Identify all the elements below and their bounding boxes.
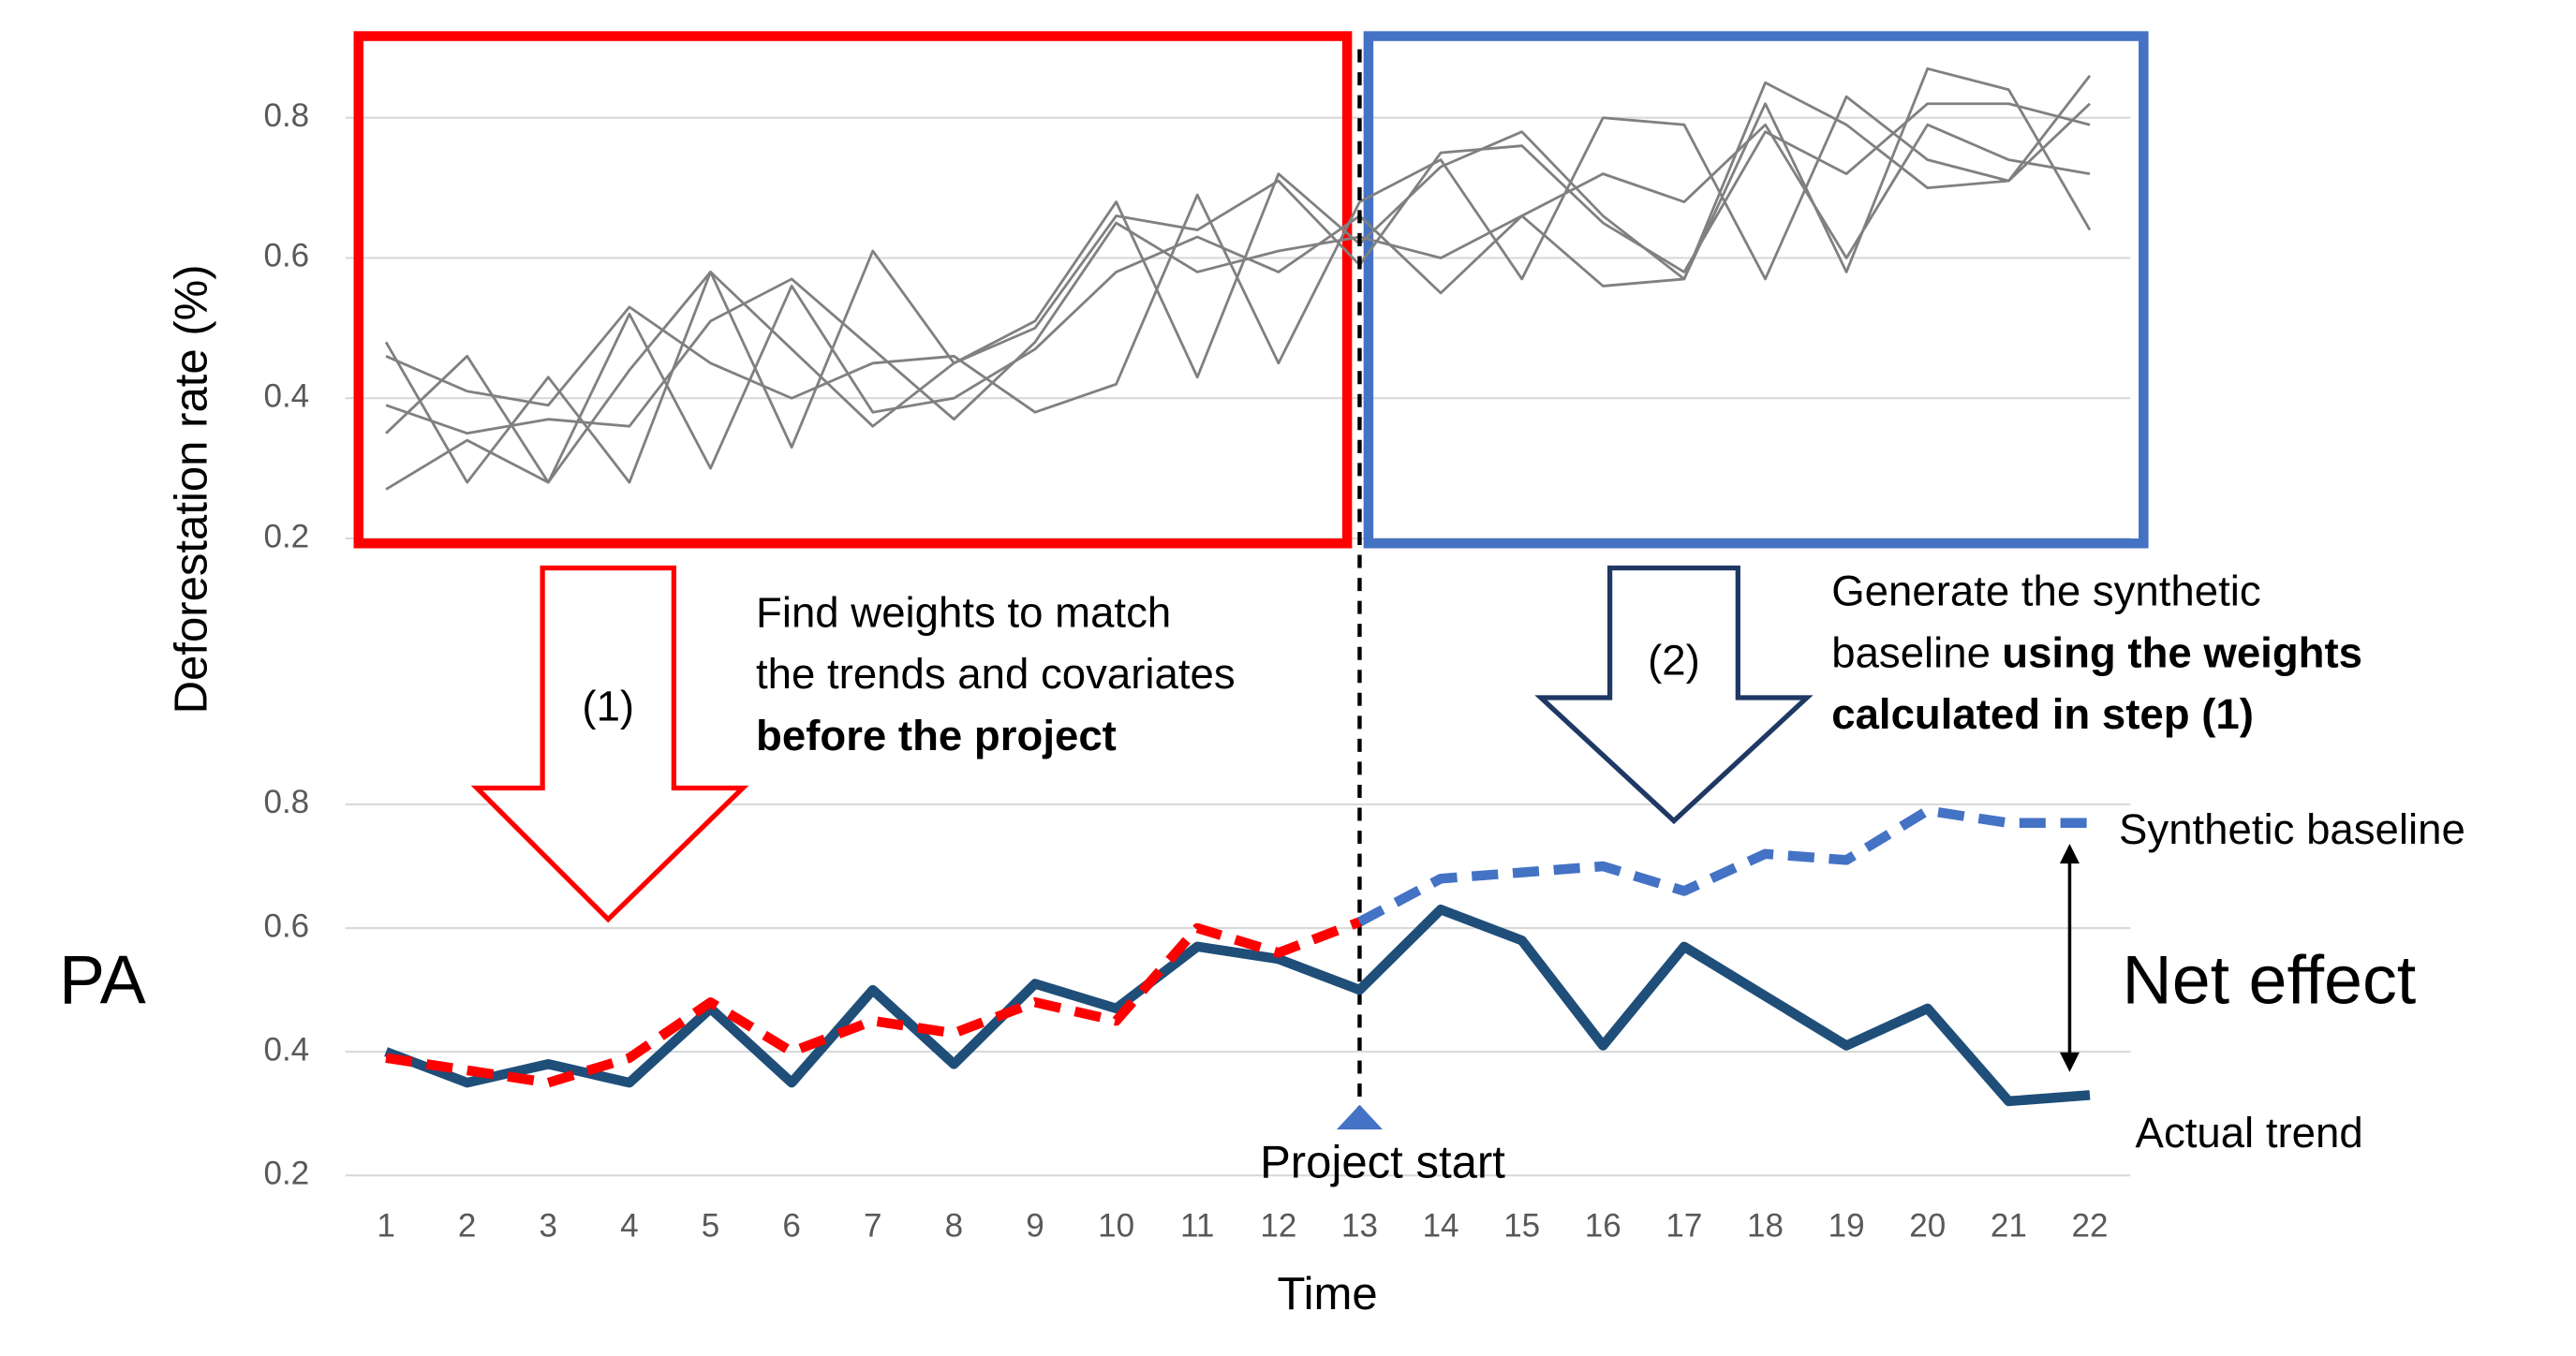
x-tick-label: 3 <box>540 1208 558 1245</box>
step-text-part: Generate the synthetic <box>1831 567 2260 615</box>
series-line <box>385 66 2092 435</box>
series-line <box>384 74 2092 484</box>
step-text-part: calculated in step (1) <box>1831 690 2254 738</box>
x-axis-label: Time <box>1277 1269 1377 1319</box>
y-tick-label: 0.8 <box>263 97 309 134</box>
step-arrow <box>1534 565 1814 825</box>
x-tick-label: 13 <box>1341 1208 1378 1245</box>
series-line <box>385 102 2091 484</box>
step-text: Generate the synthetic <box>1831 567 2260 615</box>
x-tick-label: 20 <box>1909 1208 1946 1245</box>
x-tick-label: 17 <box>1666 1208 1702 1245</box>
series-line <box>1356 805 2091 927</box>
x-tick-label: 11 <box>1180 1208 1214 1245</box>
y-tick-label: 0.8 <box>263 784 309 820</box>
step-text: the trends and covariates <box>756 650 1236 698</box>
x-tick-label: 5 <box>702 1208 720 1245</box>
x-tick-label: 10 <box>1098 1208 1134 1245</box>
pa-label: PA <box>59 940 146 1018</box>
x-tick-label: 9 <box>1026 1208 1044 1245</box>
x-tick-label: 1 <box>377 1208 395 1245</box>
series-label: Synthetic baseline <box>2119 805 2465 853</box>
x-tick-label: 14 <box>1423 1208 1459 1245</box>
step-label: (1) <box>582 682 634 730</box>
step-text-part: before the project <box>756 712 1117 759</box>
post-project-box <box>1363 31 2149 549</box>
x-tick-label: 15 <box>1503 1208 1540 1245</box>
x-tick-label: 18 <box>1747 1208 1784 1245</box>
series-line <box>385 917 1362 1088</box>
y-tick-label: 0.6 <box>263 238 309 274</box>
net-effect-label: Net effect <box>2123 940 2417 1018</box>
step-text-part: using the weights <box>2002 628 2362 676</box>
y-tick-label: 0.2 <box>263 1155 309 1191</box>
series-line <box>384 904 2091 1107</box>
step-text: calculated in step (1) <box>1831 690 2254 738</box>
step-label: (2) <box>1648 636 1700 684</box>
step-text-part: Find weights to match <box>756 588 1171 636</box>
y-tick-label: 0.2 <box>263 518 309 554</box>
step-arrow <box>470 565 749 923</box>
step-text-part: baseline <box>1831 628 1991 676</box>
x-tick-label: 2 <box>458 1208 477 1245</box>
step-text: baseline using the weights <box>1831 628 2362 676</box>
x-tick-label: 21 <box>1991 1208 2027 1245</box>
net-effect-arrow <box>2059 844 2080 1072</box>
x-tick-label: 4 <box>620 1208 639 1245</box>
y-tick-label: 0.4 <box>263 1031 309 1068</box>
pre-project-box <box>353 31 1353 549</box>
y-tick-label: 0.6 <box>263 907 309 944</box>
x-tick-label: 7 <box>864 1208 881 1245</box>
y-axis-label: Deforestation rate (%) <box>166 264 216 714</box>
x-tick-label: 6 <box>782 1208 801 1245</box>
step-text-part: the trends and covariates <box>756 650 1236 698</box>
x-tick-label: 22 <box>2072 1208 2109 1245</box>
x-tick-label: 8 <box>945 1208 964 1245</box>
x-tick-label: 16 <box>1585 1208 1621 1245</box>
x-tick-label: 19 <box>1828 1208 1865 1245</box>
step-text: Find weights to match <box>756 588 1171 636</box>
step-text: before the project <box>756 712 1117 759</box>
x-tick-label: 12 <box>1260 1208 1296 1245</box>
y-tick-label: 0.4 <box>263 377 309 414</box>
series-line <box>385 123 2091 491</box>
series-label: Actual trend <box>2136 1109 2363 1157</box>
project-start-label: Project start <box>1260 1138 1505 1188</box>
project-start-marker <box>1336 1104 1383 1130</box>
